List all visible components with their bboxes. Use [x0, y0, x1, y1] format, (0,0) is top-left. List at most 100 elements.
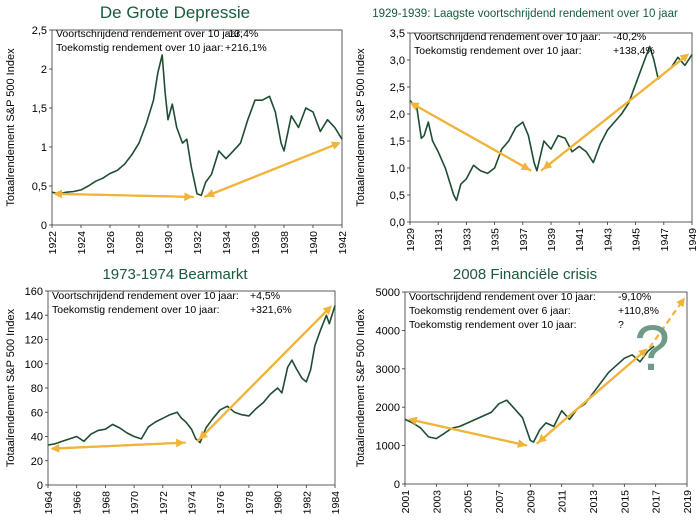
- y-tick-label: 160: [25, 286, 43, 298]
- y-tick-label: 60: [31, 407, 43, 419]
- x-tick-label: 1922: [47, 231, 59, 255]
- plot-frame: [47, 290, 336, 486]
- chart-panel-1973-1974: 1973-1974 Bearmarkt 0 20 40 60 80 100 120 140 16…: [0, 258, 350, 517]
- x-tick-label: 1939: [546, 228, 558, 252]
- x-tick-label: 1926: [105, 231, 117, 255]
- x-tick-label: 1935: [490, 228, 502, 252]
- y-tick-label: 1: [41, 142, 47, 154]
- annotation-value: -40,2%: [613, 31, 646, 43]
- series-line: [404, 345, 655, 443]
- x-tick-label: 2011: [557, 490, 569, 513]
- y-tick-label: 3000: [376, 364, 400, 376]
- x-tick-label: 2005: [463, 490, 475, 514]
- chart-panel-great-depression: De Grote Depressie 0 0,5 1 1,5 2 2,5 1922 1924 1…: [0, 0, 350, 258]
- annotation-label: Toekomstig rendement over 10 jaar:: [56, 42, 224, 54]
- question-mark: ?: [634, 312, 670, 384]
- y-tick-label: 0: [41, 220, 47, 232]
- y-axis-label: Totaalrendement S&P 500 Index: [355, 48, 367, 207]
- y-tick-label: 0,5: [390, 190, 405, 202]
- x-tick-label: 1936: [250, 231, 262, 255]
- y-tick-label: 140: [25, 310, 43, 322]
- chart-title: 1929-1939: Laagste voortschrijdend rende…: [372, 8, 678, 20]
- plot-frame: [404, 291, 688, 485]
- annotation-label: Voortschrijdend rendement over 10 jaar:: [52, 290, 239, 302]
- x-tick-label: 1970: [129, 491, 141, 515]
- x-tick-label: 2007: [494, 490, 506, 514]
- series-line: [409, 45, 693, 202]
- x-tick-label: 2017: [651, 490, 663, 514]
- annotation-value: -13,4%: [225, 28, 258, 40]
- x-tick-label: 2001: [400, 490, 412, 514]
- chart-panel-1929-1939: 1929-1939: Laagste voortschrijdend rende…: [350, 0, 700, 258]
- annotation-label: Toekomstig rendement over 10 jaar:: [409, 319, 577, 331]
- x-tick-label: 1938: [279, 231, 291, 255]
- trend-arrow-back: [54, 192, 194, 202]
- x-tick-label: 1966: [72, 491, 84, 515]
- annotation-value: ?: [618, 319, 624, 331]
- y-tick-label: 1,5: [32, 103, 47, 115]
- y-tick-label: 3,5: [390, 28, 405, 40]
- y-axis-label: Totaalrendement S&P 500 Index: [5, 308, 17, 467]
- x-tick-label: 2003: [431, 490, 443, 514]
- trend-arrow-back: [198, 305, 332, 440]
- chart-svg: 0,0 0,5 1,0 1,5 2,0 2,5 3,0 3,5 1929 1931 1933 1935…: [355, 28, 699, 252]
- chart-svg: 0 20 40 60 80 100 120 140 160 1964 1966 1968 1970 197…: [5, 286, 342, 515]
- x-tick-label: 1942: [337, 231, 349, 255]
- annotation-label: Voortschrijdend rendement over 10 jaar:: [409, 291, 596, 303]
- x-tick-label: 1949: [687, 228, 699, 252]
- x-tick-label: 1945: [631, 228, 643, 252]
- trend-arrow-back: [537, 348, 647, 444]
- annotation-value: +138,4%: [613, 45, 655, 57]
- y-tick-label: 2,5: [390, 82, 405, 94]
- series-line: [51, 54, 343, 197]
- y-tick-label: 0: [37, 480, 43, 492]
- annotation-value: +321,6%: [250, 304, 292, 316]
- x-tick-label: 1928: [134, 231, 146, 255]
- x-tick-label: 2013: [588, 490, 600, 514]
- y-tick-label: 120: [25, 335, 43, 347]
- x-tick-label: 2009: [525, 490, 537, 514]
- x-tick-label: 1924: [76, 231, 88, 255]
- x-tick-label: 1934: [221, 231, 233, 255]
- y-tick-label: 1000: [376, 441, 400, 453]
- y-tick-label: 40: [31, 432, 43, 444]
- chart-panel-2008: 2008 Financiële crisis 0 1000 2000 3000 4000…: [350, 258, 700, 517]
- y-tick-label: 1,5: [390, 136, 405, 148]
- annotation-value: +4,5%: [250, 290, 280, 302]
- y-tick-label: 2000: [376, 402, 400, 414]
- x-tick-label: 1931: [433, 228, 445, 252]
- annotation-label: Toekomstig rendement over 10 jaar:: [414, 45, 582, 57]
- x-tick-label: 1978: [244, 491, 256, 515]
- y-tick-label: 0,0: [390, 217, 405, 229]
- y-tick-label: 80: [31, 383, 43, 395]
- trend-arrow-back: [542, 53, 689, 170]
- y-tick-label: 0: [394, 479, 400, 491]
- annotation-value: -9,10%: [618, 291, 651, 303]
- x-tick-label: 2019: [682, 490, 694, 514]
- x-tick-label: 1984: [330, 491, 342, 515]
- annotation-label: Toekomstig rendement over 6 jaar:: [409, 305, 571, 317]
- y-tick-label: 2,5: [32, 25, 47, 37]
- x-tick-label: 1941: [574, 228, 586, 252]
- chart-svg: 0 1000 2000 3000 4000 5000 2001 2003 2005 2007 200…: [355, 287, 694, 514]
- x-tick-label: 1972: [158, 491, 170, 515]
- x-tick-label: 1976: [215, 491, 227, 515]
- chart-title: 1973-1974 Bearmarkt: [102, 266, 248, 283]
- x-tick-label: 1937: [518, 228, 530, 252]
- y-tick-label: 5000: [376, 287, 400, 299]
- trend-arrow-back: [52, 438, 185, 450]
- trend-arrow-back: [409, 418, 527, 448]
- chart-svg: 0 0,5 1 1,5 2 2,5 1922 1924 1926 1928 1930 1932 1934…: [5, 25, 349, 255]
- y-tick-label: 100: [25, 359, 43, 371]
- trend-arrow-back: [410, 102, 531, 171]
- annotation-label: Voortschrijdend rendement over 10 jaar:: [56, 28, 243, 40]
- x-tick-label: 1933: [461, 228, 473, 252]
- plot-frame: [409, 32, 693, 223]
- x-tick-label: 1974: [187, 491, 199, 515]
- y-tick-label: 0,5: [32, 181, 47, 193]
- y-axis-label: Totaalrendement S&P 500 Index: [355, 308, 367, 467]
- x-tick-label: 1929: [405, 228, 417, 252]
- trend-arrow-back: [205, 142, 340, 198]
- chart-title: De Grote Depressie: [99, 3, 251, 22]
- y-tick-label: 3,0: [390, 55, 405, 67]
